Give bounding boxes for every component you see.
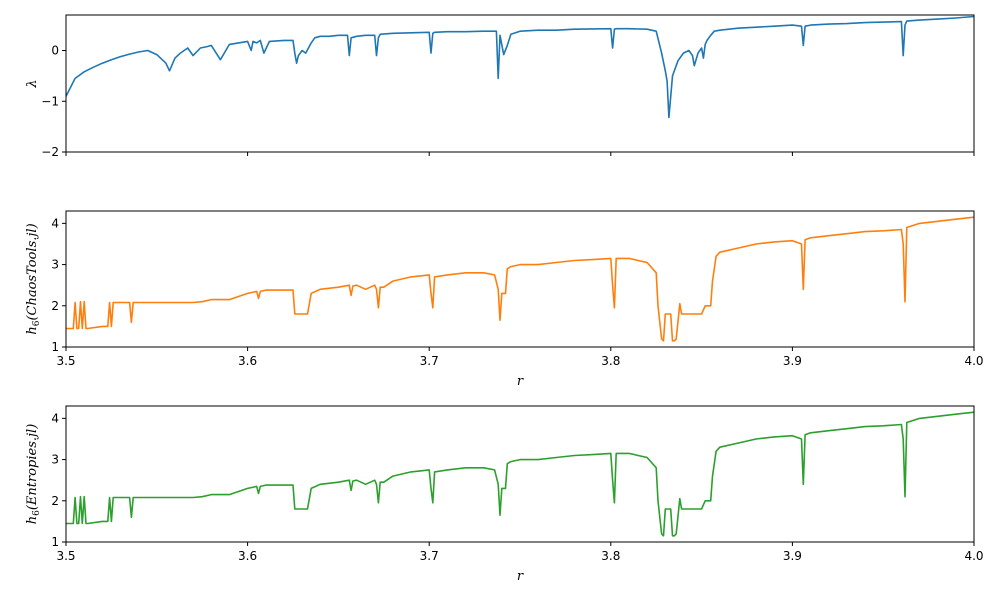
x-tick-label: 3.9 xyxy=(783,354,802,368)
x-tick-label: 4.0 xyxy=(964,549,983,563)
subplot-1: −2 −1 0 λ xyxy=(25,14,975,159)
x-tick-label: 3.8 xyxy=(601,354,620,368)
x-tick-label: 3.5 xyxy=(56,549,75,563)
x-tick-label: 3.9 xyxy=(783,549,802,563)
series-line xyxy=(66,411,974,537)
y-axis-label: λ xyxy=(25,79,40,88)
axes-frame xyxy=(65,14,975,153)
x-tick-label: 3.8 xyxy=(601,549,620,563)
y-tick-label: −2 xyxy=(41,145,59,159)
y-tick-label: −1 xyxy=(41,94,59,108)
y-axis-label: h6(ChaosTools.jl) xyxy=(25,223,42,334)
y-tick-label: 1 xyxy=(51,340,59,354)
y-tick-label: 1 xyxy=(51,535,59,549)
y-tick-label: 0 xyxy=(51,44,59,58)
y-tick-label: 2 xyxy=(51,494,59,508)
y-tick-label: 4 xyxy=(51,411,59,425)
y-axis-label: h6(Entropies.jl) xyxy=(25,424,42,525)
series-line xyxy=(66,216,974,342)
x-tick-label: 3.6 xyxy=(238,354,257,368)
y-tick-label: 2 xyxy=(51,299,59,313)
x-axis-label: r xyxy=(517,569,524,584)
x-tick-label: 3.5 xyxy=(56,354,75,368)
y-tick-label: 3 xyxy=(51,453,59,467)
x-tick-label: 3.7 xyxy=(420,354,439,368)
y-tick-label: 4 xyxy=(51,216,59,230)
subplot-3: 3.5 3.6 3.7 3.8 3.9 4.0 1 2 3 4 r h6(Entropies.jl) xyxy=(25,405,984,584)
x-tick-label: 3.7 xyxy=(420,549,439,563)
x-tick-label: 4.0 xyxy=(964,354,983,368)
x-tick-label: 3.6 xyxy=(238,549,257,563)
axes-frame xyxy=(65,405,975,543)
x-axis-label: r xyxy=(517,374,524,389)
series-line xyxy=(66,15,974,119)
y-tick-label: 3 xyxy=(51,258,59,272)
axes-frame xyxy=(65,210,975,348)
subplot-2: 3.5 3.6 3.7 3.8 3.9 4.0 1 2 3 4 r h6(ChaosTools.jl) xyxy=(25,210,984,389)
